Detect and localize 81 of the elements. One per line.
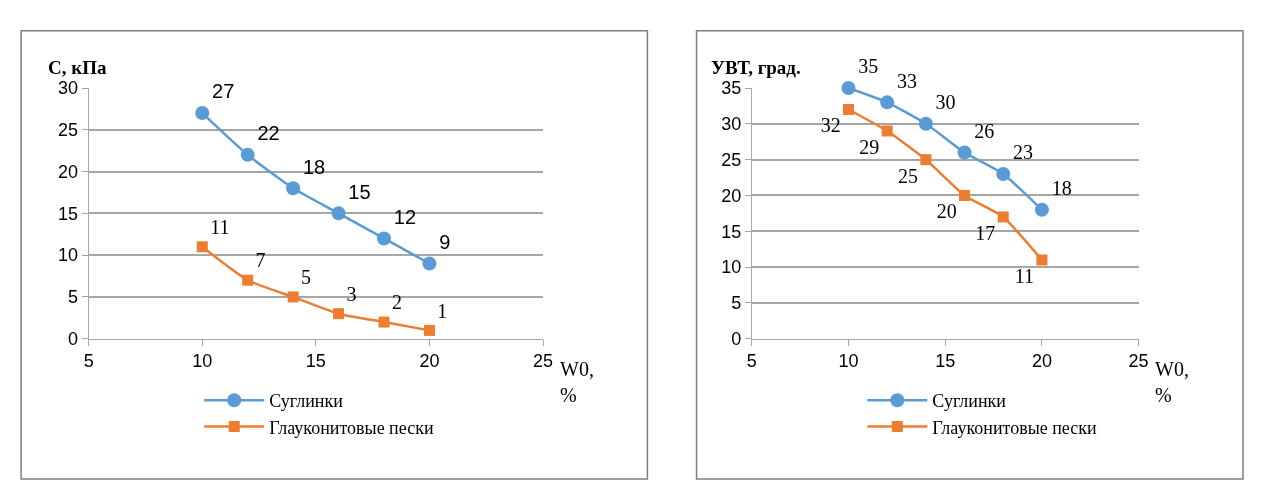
y-tick-label: 25 — [58, 120, 79, 141]
x-tick-label: 5 — [83, 351, 94, 372]
data-label: 15 — [348, 180, 371, 203]
point — [422, 256, 437, 271]
x-tick-label: 10 — [192, 351, 213, 372]
data-label: 32 — [820, 114, 841, 137]
x-tick-label: 20 — [1031, 351, 1052, 372]
point — [286, 181, 301, 196]
y-tick-label: 15 — [58, 203, 79, 224]
data-label: 3 — [346, 282, 357, 305]
data-label: 33 — [896, 69, 917, 92]
data-label: 9 — [439, 230, 451, 253]
point — [881, 125, 893, 137]
legend-label: Глауконитовые пески — [269, 417, 434, 438]
y-tick-label: 20 — [721, 185, 742, 206]
y-tick-label: 35 — [721, 78, 742, 99]
point — [196, 241, 208, 253]
point — [997, 211, 1009, 223]
x-tick-label: 10 — [838, 351, 859, 372]
y-tick-label: 10 — [58, 245, 79, 266]
y-axis-title: C, кПа — [48, 57, 107, 78]
data-label: 27 — [212, 80, 235, 103]
data-label: 23 — [1012, 141, 1033, 164]
y-tick-label: 0 — [68, 329, 79, 350]
data-label: 11 — [1014, 264, 1035, 287]
legend-label: Суглинки — [932, 391, 1007, 412]
x-axis-title: W0, % — [1155, 358, 1189, 406]
y-tick-label: 0 — [731, 329, 742, 350]
x-tick-label: 15 — [935, 351, 956, 372]
y-tick-label: 30 — [721, 114, 742, 135]
y-tick-label: 10 — [721, 257, 742, 278]
y-tick-label: 5 — [68, 287, 79, 308]
point — [331, 206, 346, 221]
data-label: 12 — [393, 205, 417, 228]
point — [880, 95, 895, 110]
y-tick-label: 20 — [58, 161, 79, 182]
point — [957, 145, 972, 160]
x-axis-title: W0, % — [560, 358, 594, 406]
data-label: 17 — [975, 221, 996, 244]
point — [378, 316, 390, 328]
point — [996, 166, 1011, 181]
point — [287, 291, 299, 303]
point — [377, 231, 392, 246]
data-label: 20 — [936, 200, 957, 223]
point — [333, 308, 345, 320]
data-label: 7 — [255, 249, 266, 272]
point — [423, 324, 435, 336]
point — [920, 154, 932, 166]
point — [1036, 254, 1048, 266]
data-label: 2 — [391, 291, 402, 314]
data-label: 18 — [1051, 177, 1072, 200]
point — [843, 103, 855, 115]
y-axis-title: УВТ, град. — [711, 57, 801, 78]
data-label: 30 — [935, 91, 956, 114]
x-tick-label: 5 — [746, 351, 757, 372]
data-label: 25 — [897, 164, 918, 187]
data-label: 5 — [301, 266, 312, 289]
y-tick-label: 30 — [58, 78, 79, 99]
x-tick-label: 25 — [533, 351, 554, 372]
y-tick-label: 15 — [721, 221, 742, 242]
point — [918, 116, 933, 131]
x-tick-label: 20 — [419, 351, 440, 372]
point — [242, 274, 254, 286]
legend-label: Суглинки — [269, 391, 344, 412]
data-label: 35 — [858, 55, 879, 78]
x-tick-label: 25 — [1128, 351, 1149, 372]
y-tick-label: 25 — [721, 149, 742, 170]
point — [841, 81, 856, 95]
x-tick-label: 15 — [305, 351, 326, 372]
data-label: 11 — [210, 215, 230, 238]
legend-label: Глауконитовые пески — [932, 417, 1098, 438]
point — [240, 147, 255, 162]
data-label: 22 — [257, 122, 280, 145]
y-tick-label: 5 — [731, 293, 742, 314]
data-label: 1 — [437, 299, 448, 322]
data-label: 18 — [302, 155, 326, 178]
data-label: 26 — [974, 119, 995, 142]
data-label: 29 — [859, 135, 880, 158]
point — [195, 106, 210, 121]
point — [1034, 202, 1049, 217]
point — [959, 189, 971, 201]
